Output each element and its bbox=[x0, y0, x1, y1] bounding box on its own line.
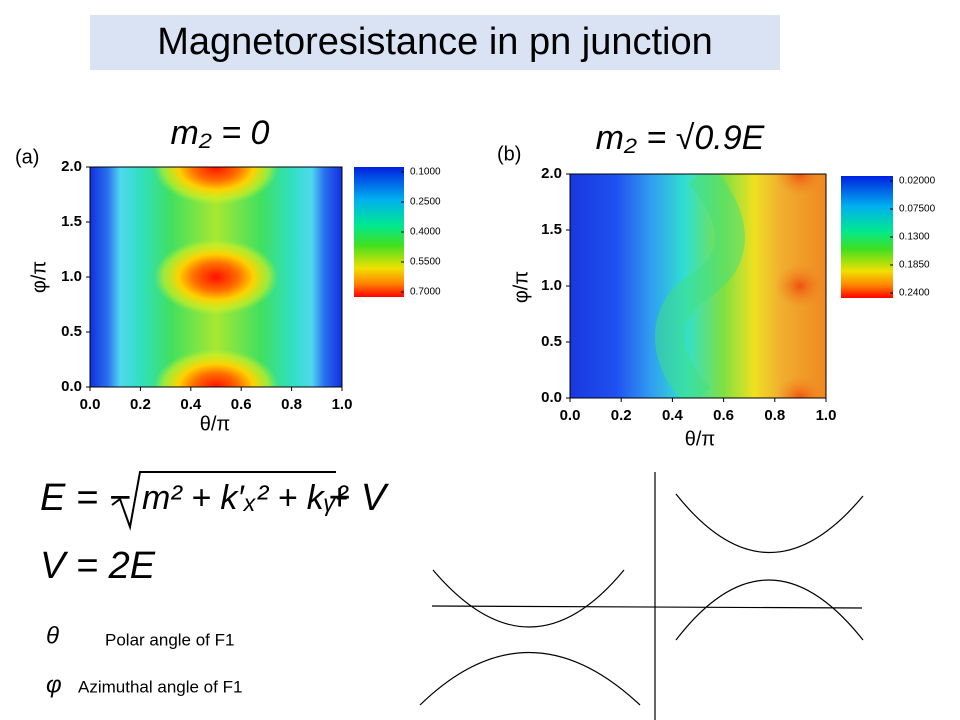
equation-potential: V = 2E bbox=[40, 545, 156, 587]
x-tick-label: 0.6 bbox=[231, 396, 252, 413]
colorbar-label: 0.02000 bbox=[899, 176, 936, 187]
y-tick-label: 0.5 bbox=[61, 323, 82, 340]
colorbar-label: 0.1850 bbox=[899, 260, 930, 271]
legend-text: Azimuthal angle of F1 bbox=[78, 677, 242, 696]
x-tick-label: 0.2 bbox=[130, 396, 151, 413]
x-tick-label: 0.2 bbox=[611, 407, 632, 424]
x-tick-label: 0.6 bbox=[713, 407, 734, 424]
slide-title: Magnetoresistance in pn junction bbox=[157, 21, 713, 63]
colorbar-label: 0.4000 bbox=[410, 227, 441, 238]
equation-lhs: E = − bbox=[40, 477, 131, 519]
x-tick-label: 1.0 bbox=[332, 396, 353, 413]
y-tick-label: 1.0 bbox=[541, 277, 562, 294]
colorbar-b bbox=[841, 176, 893, 298]
y-tick-label: 1.0 bbox=[61, 268, 82, 285]
colorbar-label: 0.07500 bbox=[899, 204, 936, 215]
colorbar-a bbox=[354, 167, 404, 297]
x-tick-label: 0.0 bbox=[560, 407, 581, 424]
colorbar-label: 0.2400 bbox=[899, 288, 930, 299]
x-tick-label: 0.4 bbox=[180, 396, 202, 413]
legend-text: Polar angle of F1 bbox=[105, 630, 234, 649]
x-tick-label: 0.8 bbox=[281, 396, 302, 413]
colorbar-label: 0.2500 bbox=[410, 197, 441, 208]
x-axis-label: θ/π bbox=[200, 413, 230, 435]
y-tick-label: 2.0 bbox=[541, 165, 562, 182]
x-tick-label: 1.0 bbox=[816, 407, 837, 424]
panel-title: m₂ = 0 bbox=[171, 114, 270, 152]
equation-rhs: + V bbox=[328, 477, 390, 519]
equation-radicand: m² + k′ₓ² + kᵧ² bbox=[142, 479, 349, 517]
colorbar-label: 0.1000 bbox=[410, 167, 441, 178]
radical bbox=[111, 471, 336, 531]
panel-title: m₂ = √0.9E bbox=[596, 119, 765, 157]
y-tick-label: 2.0 bbox=[61, 158, 82, 175]
legend-symbol: θ bbox=[46, 622, 59, 649]
y-tick-label: 0.5 bbox=[541, 333, 562, 350]
contour-b bbox=[570, 174, 826, 398]
y-axis-label: φ/π bbox=[510, 271, 532, 303]
legend-symbol: φ bbox=[46, 671, 62, 698]
x-tick-label: 0.8 bbox=[764, 407, 785, 424]
y-tick-label: 1.5 bbox=[541, 221, 562, 238]
band-diagram bbox=[419, 472, 864, 720]
y-tick-label: 1.5 bbox=[61, 213, 82, 230]
x-tick-label: 0.4 bbox=[662, 407, 684, 424]
x-tick-label: 0.0 bbox=[80, 396, 101, 413]
x-axis-label: θ/π bbox=[685, 428, 715, 450]
colorbar-label: 0.7000 bbox=[410, 287, 441, 298]
panel-label: (a) bbox=[15, 146, 39, 168]
colorbar-label: 0.5500 bbox=[410, 257, 441, 268]
title-box bbox=[90, 15, 780, 70]
contour-a bbox=[90, 167, 342, 387]
colorbar-label: 0.1300 bbox=[899, 232, 930, 243]
panel-label: (b) bbox=[497, 143, 521, 165]
y-tick-label: 0.0 bbox=[541, 389, 562, 406]
y-axis-label: φ/π bbox=[28, 261, 50, 293]
y-tick-label: 0.0 bbox=[61, 378, 82, 395]
